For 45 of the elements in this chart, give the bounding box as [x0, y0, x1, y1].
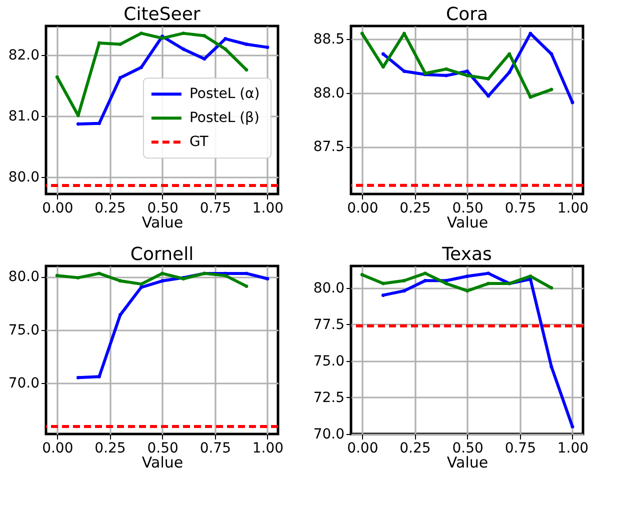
x-tick-label: 0.50 [147, 440, 178, 456]
y-tick-label: 88.0 [313, 85, 344, 102]
y-tick-label: 82.0 [8, 48, 40, 64]
legend-label: GT [189, 134, 209, 150]
x-tick-label: 0.00 [42, 200, 74, 216]
y-tick-label: 80.0 [8, 169, 40, 186]
y-tick-label: 70.0 [8, 375, 40, 392]
x-tick-label: 1.00 [252, 440, 284, 456]
legend-label: PosteL (β) [189, 110, 260, 126]
x-tick-label: 0.25 [400, 440, 431, 456]
x-axis-title: Value [446, 454, 488, 472]
chart-title: CiteSeer [124, 4, 201, 25]
x-tick-label: 0.75 [504, 440, 536, 456]
x-tick-label: 0.25 [94, 200, 126, 216]
x-tick-label: 0.00 [42, 440, 74, 456]
x-tick-label: 0.75 [200, 200, 231, 216]
x-axis-title: Value [142, 214, 184, 232]
chart-title: Cornell [130, 244, 194, 265]
y-tick-label: 70.0 [313, 426, 344, 442]
y-tick-label: 80.0 [313, 280, 344, 296]
x-tick-label: 0.50 [452, 440, 484, 456]
x-tick-label: 0.00 [347, 440, 378, 456]
chart-title: Cora [446, 4, 488, 25]
legend-label: PosteL (α) [189, 86, 260, 102]
x-tick-label: 0.00 [347, 200, 378, 216]
y-tick-label: 75.0 [313, 353, 344, 370]
x-axis-title: Value [446, 214, 488, 232]
y-tick-label: 87.5 [313, 139, 344, 156]
y-tick-label: 75.0 [8, 322, 40, 338]
x-tick-label: 0.50 [147, 200, 178, 216]
x-axis-title: Value [142, 454, 184, 472]
x-tick-label: 0.75 [200, 440, 231, 456]
x-tick-label: 0.75 [504, 200, 536, 216]
y-tick-label: 72.5 [313, 390, 344, 406]
chart-title: Texas [441, 244, 492, 265]
y-tick-label: 77.5 [313, 316, 344, 333]
x-tick-label: 1.00 [557, 200, 589, 216]
x-tick-label: 0.50 [452, 200, 484, 216]
y-tick-label: 81.0 [8, 108, 40, 125]
y-tick-label: 80.0 [8, 269, 40, 286]
x-tick-label: 1.00 [557, 440, 589, 456]
x-tick-label: 0.25 [94, 440, 126, 456]
x-tick-label: 0.25 [400, 200, 431, 216]
y-tick-label: 88.5 [313, 31, 344, 48]
x-tick-label: 1.00 [252, 200, 284, 216]
